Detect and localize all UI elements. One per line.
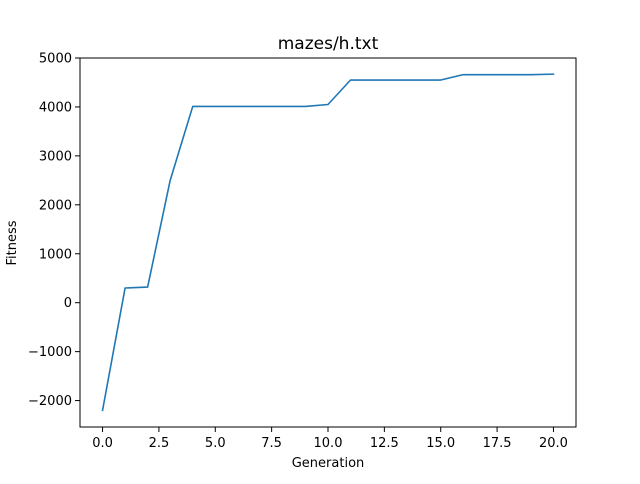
y-tick-label: −2000 bbox=[28, 394, 72, 409]
x-tick-label: 20.0 bbox=[539, 436, 568, 451]
chart-title: mazes/h.txt bbox=[278, 34, 379, 54]
y-tick-label: 1000 bbox=[39, 247, 72, 262]
x-tick-label: 15.0 bbox=[426, 436, 455, 451]
x-tick-label: 2.5 bbox=[149, 436, 170, 451]
x-tick-label: 7.5 bbox=[261, 436, 282, 451]
x-tick-label: 10.0 bbox=[314, 436, 343, 451]
y-tick-label: 3000 bbox=[39, 149, 72, 164]
x-tick-label: 12.5 bbox=[370, 436, 399, 451]
x-axis-label: Generation bbox=[292, 456, 365, 471]
x-tick-label: 0.0 bbox=[92, 436, 113, 451]
x-tick-label: 5.0 bbox=[205, 436, 226, 451]
y-tick-label: 5000 bbox=[39, 52, 72, 67]
plot-frame bbox=[79, 57, 577, 428]
x-tick-label: 17.5 bbox=[483, 436, 512, 451]
y-tick-label: 2000 bbox=[39, 198, 72, 213]
y-tick-label: −1000 bbox=[28, 345, 72, 360]
y-axis-label: Fitness bbox=[5, 220, 20, 265]
y-tick-label: 0 bbox=[64, 296, 72, 311]
y-tick-label: 4000 bbox=[39, 100, 72, 115]
series-line-0 bbox=[101, 73, 555, 412]
